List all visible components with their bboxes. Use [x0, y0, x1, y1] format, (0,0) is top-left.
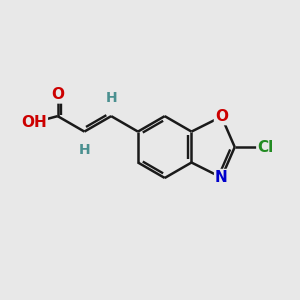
Text: OH: OH: [21, 115, 47, 130]
Text: Cl: Cl: [257, 140, 274, 154]
Text: H: H: [79, 143, 90, 157]
Text: O: O: [215, 109, 228, 124]
Text: O: O: [51, 87, 64, 102]
Text: H: H: [105, 91, 117, 105]
Text: N: N: [215, 170, 228, 185]
